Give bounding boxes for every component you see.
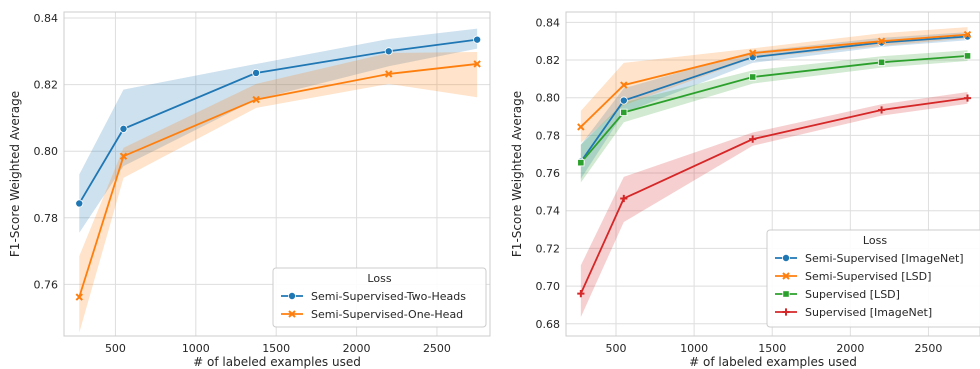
- data-point: [252, 68, 261, 77]
- x-axis-label: # of labeled examples used: [689, 355, 857, 369]
- data-point: [782, 308, 790, 316]
- legend-label: Semi-Supervised [LSD]: [805, 270, 931, 283]
- data-point: [577, 123, 585, 131]
- y-tick-label: 0.80: [34, 145, 59, 158]
- data-point: [252, 95, 260, 104]
- x-axis-label: # of labeled examples used: [193, 355, 361, 369]
- data-point: [473, 35, 482, 44]
- y-tick-label: 0.82: [536, 54, 561, 67]
- data-point: [75, 199, 84, 208]
- plot-frame: [565, 11, 980, 337]
- x-tick-label: 2500: [423, 342, 451, 355]
- data-point: [119, 152, 128, 160]
- data-point: [75, 293, 83, 301]
- chart-left: 500 1000 1500 2000 2500 0.76 0.78 0.80 0.82 0.84 #…: [8, 11, 491, 369]
- x-tick-label: 2000: [343, 342, 371, 355]
- y-tick-label: 0.76: [536, 167, 561, 180]
- data-point: [620, 108, 628, 117]
- y-tick-label: 0.82: [34, 79, 59, 92]
- chart-right: 500 1000 1500 2000 2500 0.68 0.70 0.72 0.74 0.76 0…: [510, 11, 980, 369]
- y-tick-label: 0.84: [34, 12, 59, 25]
- confidence-band: [580, 50, 968, 183]
- plot-content: [576, 27, 972, 318]
- data-point: [577, 290, 585, 298]
- data-point: [963, 30, 972, 39]
- x-tick-label: 1500: [758, 342, 786, 355]
- x-tick-label: 2500: [914, 342, 942, 355]
- plot-frame: [63, 11, 491, 337]
- data-point: [782, 253, 791, 262]
- y-tick-label: 0.76: [34, 278, 59, 291]
- data-point: [877, 37, 886, 45]
- plot-content: [75, 28, 482, 333]
- y-tick-label: 0.70: [536, 280, 561, 293]
- data-point: [963, 52, 972, 60]
- legend-title: Loss: [367, 272, 391, 285]
- data-point: [577, 159, 585, 167]
- confidence-band: [580, 92, 968, 318]
- x-tick-label: 1000: [182, 342, 210, 355]
- legend-label: Semi-Supervised [ImageNet]: [805, 252, 964, 265]
- y-tick-label: 0.72: [536, 242, 561, 255]
- y-axis-label: F1-Score Weighted Average: [510, 91, 524, 257]
- x-tick-label: 500: [605, 342, 626, 355]
- data-point: [287, 291, 296, 300]
- y-tick-label: 0.68: [536, 318, 561, 331]
- data-point: [749, 135, 757, 143]
- legend-label: Semi-Supervised-Two-Heads: [311, 290, 466, 303]
- legend: Loss Semi-Supervised [ImageNet] Semi-Super…: [766, 229, 980, 328]
- y-tick-label: 0.78: [536, 129, 561, 142]
- y-tick-label: 0.80: [536, 92, 561, 105]
- data-point: [963, 94, 972, 102]
- data-point: [782, 272, 790, 280]
- data-point: [473, 60, 481, 68]
- confidence-band: [79, 51, 478, 333]
- legend-title: Loss: [863, 234, 887, 247]
- legend-label: Supervised [LSD]: [805, 288, 900, 301]
- data-point: [877, 58, 886, 66]
- y-tick-label: 0.74: [536, 205, 561, 218]
- legend-box: [766, 229, 980, 328]
- legend-label: Supervised [ImageNet]: [805, 306, 932, 319]
- y-axis-label: F1-Score Weighted Average: [8, 91, 22, 257]
- data-point: [748, 49, 757, 57]
- data-point: [620, 81, 628, 89]
- confidence-band: [79, 28, 478, 233]
- legend-label: Semi-Supervised-One-Head: [311, 308, 463, 321]
- data-point: [877, 106, 886, 114]
- data-point: [782, 290, 790, 298]
- x-tick-label: 1000: [680, 342, 708, 355]
- x-tick-label: 500: [105, 342, 126, 355]
- legend: Loss Semi-Supervised-Two-Heads Semi-Superv…: [272, 267, 487, 328]
- data-point: [384, 47, 393, 56]
- y-tick-label: 0.84: [536, 16, 561, 29]
- data-point: [749, 73, 757, 81]
- legend-box: [272, 267, 487, 328]
- data-point: [385, 70, 393, 78]
- x-tick-label: 1500: [262, 342, 290, 355]
- y-tick-label: 0.78: [34, 212, 59, 225]
- data-point: [119, 124, 128, 133]
- data-point: [288, 310, 296, 318]
- data-point: [619, 96, 628, 105]
- data-point: [620, 194, 628, 203]
- x-tick-label: 2000: [836, 342, 864, 355]
